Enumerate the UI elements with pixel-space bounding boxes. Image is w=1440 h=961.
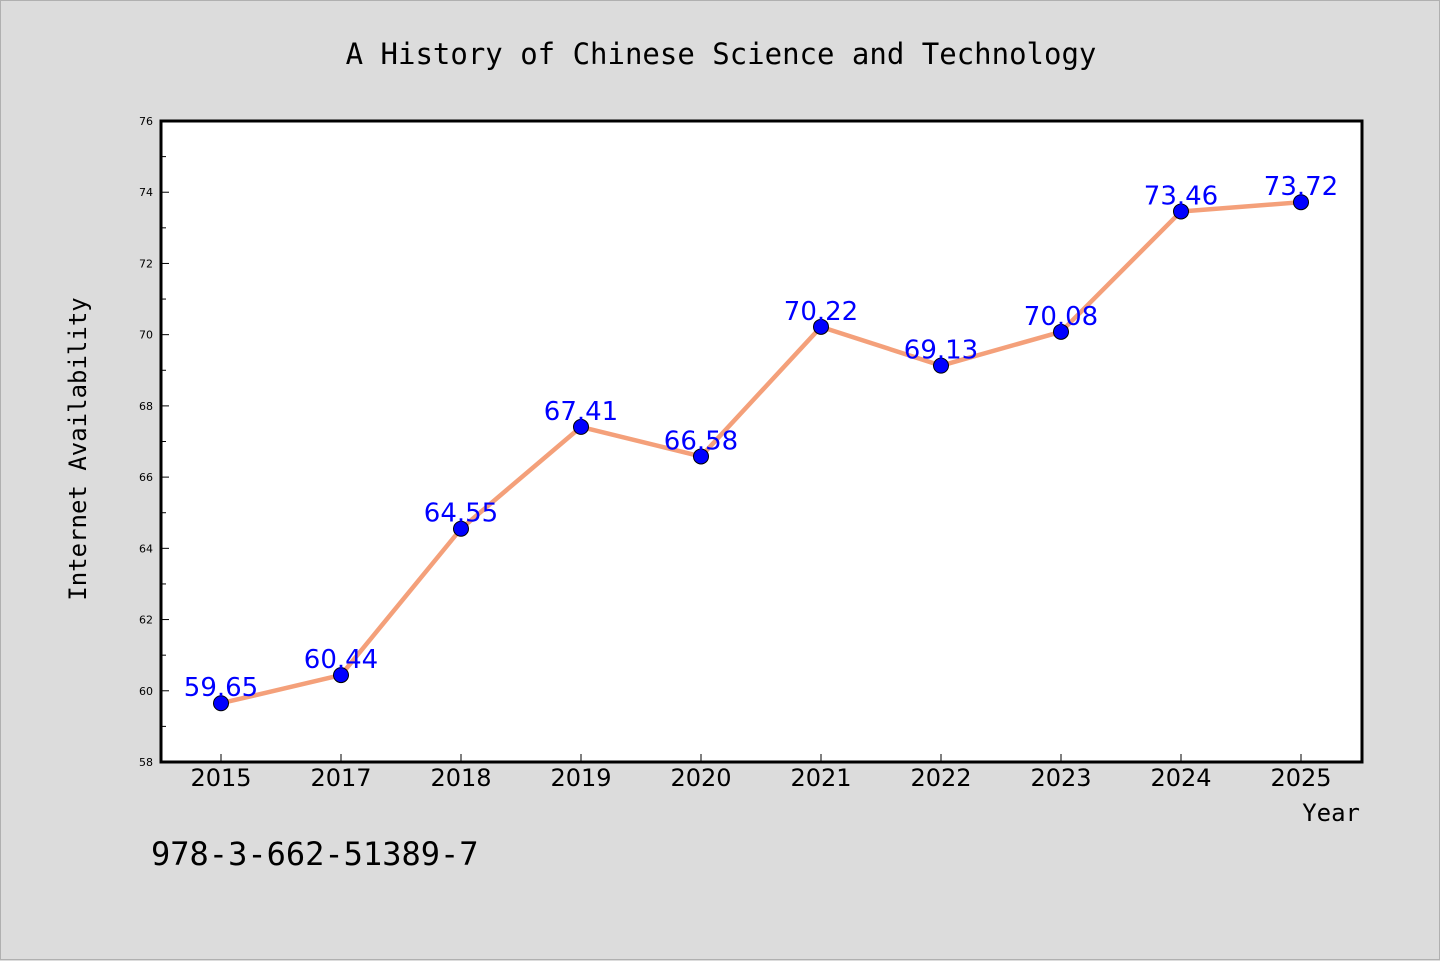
series-layer [213, 194, 1309, 712]
series-line [218, 199, 1304, 706]
data-label: 73.72 [1264, 172, 1338, 202]
x-tick-label: 2022 [910, 764, 971, 792]
data-point-marker [693, 448, 709, 465]
x-tick-label: 2023 [1030, 764, 1091, 792]
y-tick-label: 70 [139, 329, 153, 342]
data-point-marker [1053, 323, 1069, 340]
y-tick-label: 76 [139, 115, 153, 128]
data-label: 66.58 [664, 426, 738, 456]
x-tick-label: 2019 [550, 764, 611, 792]
x-tick-label: 2015 [190, 764, 251, 792]
y-axis-ticks: 58 60 62 64 66 68 70 72 74 76 [139, 115, 169, 769]
y-tick-label: 60 [139, 685, 153, 698]
x-axis-label: Year [1302, 799, 1360, 827]
x-tick-label: 2017 [310, 764, 371, 792]
y-tick-label: 58 [139, 756, 153, 769]
data-label: 67.41 [544, 397, 618, 427]
data-point-marker [453, 520, 469, 537]
chart-title: A History of Chinese Science and Technol… [346, 37, 1097, 71]
data-label: 64.55 [424, 499, 498, 529]
y-axis-label: Internet Availability [64, 297, 92, 600]
x-tick-label: 2024 [1150, 764, 1211, 792]
data-point-marker [1173, 203, 1189, 220]
data-point-marker [933, 357, 949, 374]
x-tick-label: 2018 [430, 764, 491, 792]
y-tick-label: 68 [139, 400, 153, 413]
isbn-footer-text: 978-3-662-51389-7 [151, 835, 479, 873]
data-label: 70.08 [1024, 302, 1098, 332]
x-tick-label: 2021 [790, 764, 851, 792]
y-tick-label: 64 [139, 542, 153, 555]
data-label: 60.44 [304, 645, 378, 675]
data-point-marker [573, 418, 589, 435]
data-label: 59.65 [184, 673, 258, 703]
data-point-marker [1293, 194, 1309, 211]
data-point-marker [333, 667, 349, 684]
y-tick-label: 66 [139, 471, 153, 484]
data-labels-layer: 59.65 60.44 64.55 67.41 66.58 70.22 69.13 70.08… [184, 172, 1338, 703]
x-axis-ticks: 2015 2017 2018 2019 2020 2021 2022 2023 2024 2025 [190, 754, 1332, 792]
data-point-marker [813, 318, 829, 335]
x-tick-label: 2020 [670, 764, 731, 792]
y-tick-label: 62 [139, 614, 153, 627]
y-tick-label: 74 [139, 186, 153, 199]
y-tick-label: 72 [139, 257, 153, 270]
x-tick-label: 2025 [1270, 764, 1331, 792]
data-label: 73.46 [1144, 181, 1218, 211]
data-point-marker [213, 695, 229, 712]
data-label: 70.22 [784, 297, 858, 327]
data-label: 69.13 [904, 336, 978, 366]
